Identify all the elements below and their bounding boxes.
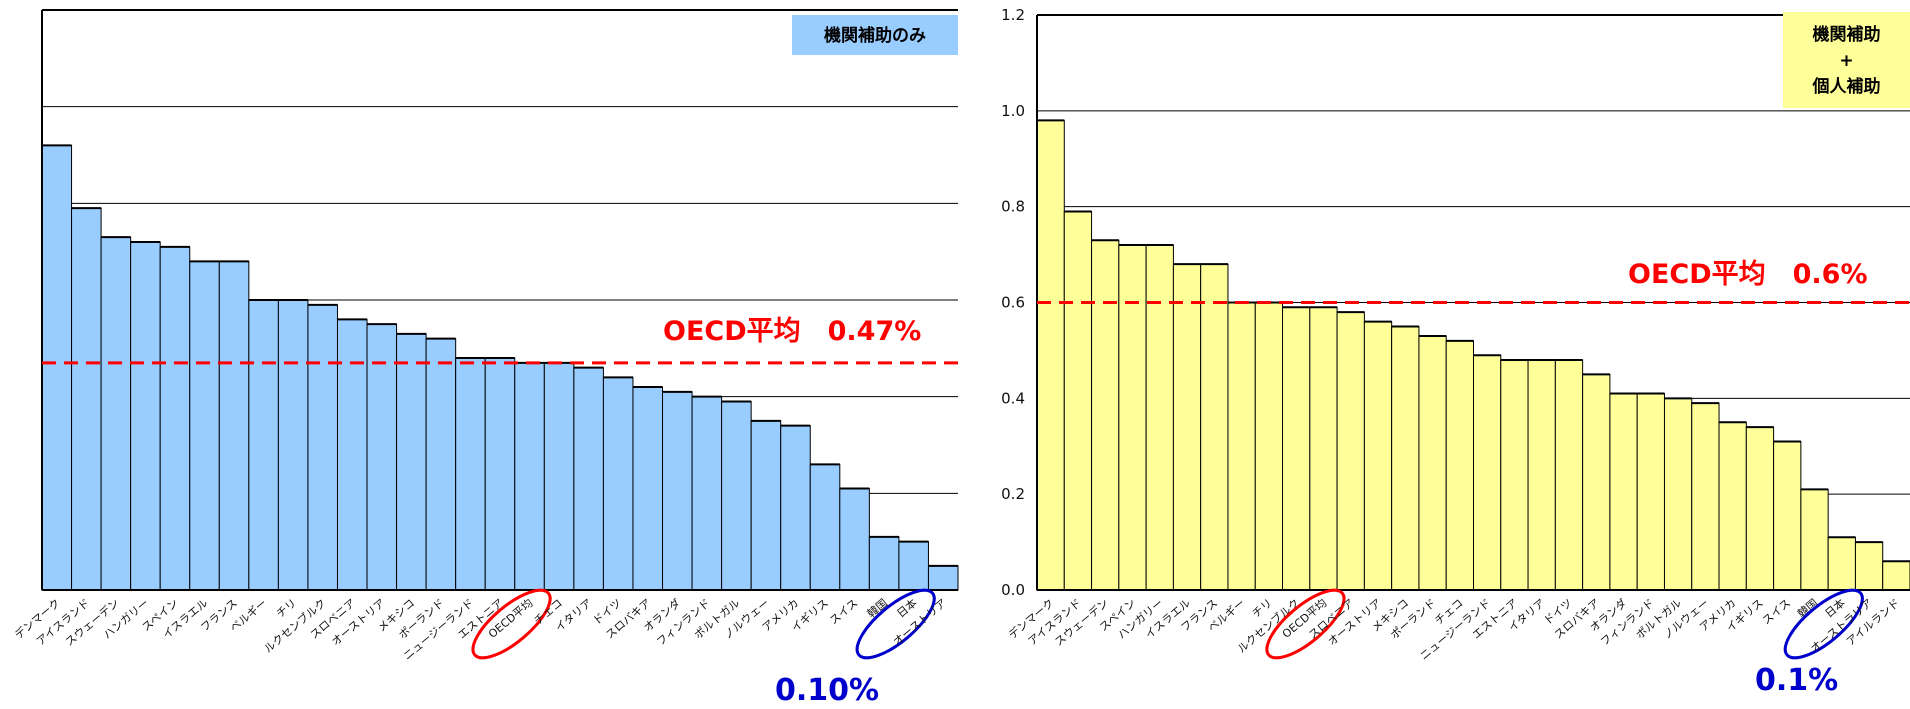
japan-value-note: 0.10% bbox=[775, 673, 879, 708]
left-chart-panel: OECD平均 0.47%デンマークアイスランドスウェーデンハンガリースペインイス… bbox=[12, 9, 959, 708]
title-box bbox=[1783, 12, 1910, 108]
x-tick-label: スイス bbox=[1760, 596, 1793, 627]
bar bbox=[632, 386, 664, 591]
y-tick-label: 0.2 bbox=[1001, 485, 1025, 503]
bar bbox=[1827, 536, 1856, 591]
bar bbox=[573, 367, 604, 591]
japan-highlight-ellipse bbox=[1783, 588, 1864, 660]
bar bbox=[425, 338, 457, 591]
bar bbox=[1036, 119, 1065, 591]
bar bbox=[780, 425, 811, 591]
bar bbox=[927, 565, 959, 591]
bar bbox=[1200, 263, 1229, 591]
bar bbox=[1091, 239, 1120, 591]
japan-value-note: 0.1% bbox=[1755, 663, 1838, 698]
bar bbox=[1363, 321, 1393, 591]
bar bbox=[1882, 560, 1910, 591]
bar bbox=[1609, 393, 1638, 591]
bar bbox=[71, 207, 102, 591]
bar bbox=[1309, 306, 1338, 591]
title-box-text: 機関補助のみ bbox=[824, 25, 926, 46]
bar bbox=[1500, 359, 1529, 591]
bar bbox=[1336, 311, 1365, 591]
bar bbox=[1473, 354, 1502, 591]
bar bbox=[1391, 325, 1420, 591]
bar bbox=[100, 236, 132, 591]
y-tick-label: 0.0 bbox=[1001, 581, 1025, 599]
bar bbox=[1145, 244, 1174, 591]
bar bbox=[750, 420, 782, 591]
bar bbox=[602, 376, 634, 591]
bar bbox=[1718, 421, 1747, 591]
average-label: OECD平均 0.47% bbox=[663, 316, 921, 347]
bar bbox=[1663, 397, 1693, 591]
bar bbox=[1582, 373, 1611, 591]
bar bbox=[1527, 359, 1556, 591]
bar bbox=[1227, 302, 1256, 591]
x-tick-label: スイス bbox=[827, 596, 860, 627]
bar bbox=[336, 318, 368, 591]
title-box-text: 機関補助 bbox=[1813, 24, 1881, 45]
bar bbox=[396, 333, 427, 591]
bar bbox=[1745, 426, 1775, 591]
bar bbox=[1800, 488, 1829, 591]
oecd-highlight-ellipse bbox=[471, 588, 552, 660]
bar bbox=[809, 463, 841, 591]
title-box bbox=[792, 15, 958, 55]
average-label: OECD平均 0.6% bbox=[1628, 259, 1868, 290]
bar bbox=[277, 299, 309, 591]
bar bbox=[514, 362, 545, 591]
bar bbox=[1118, 244, 1147, 591]
title-box-text: 個人補助 bbox=[1812, 76, 1881, 97]
bar bbox=[455, 357, 486, 591]
bar bbox=[189, 260, 220, 591]
oecd-highlight-ellipse bbox=[1265, 588, 1346, 660]
bar bbox=[691, 396, 723, 591]
bar bbox=[898, 541, 929, 591]
bar bbox=[218, 260, 250, 591]
bar bbox=[1854, 541, 1884, 591]
x-tick-label: オーストリア bbox=[891, 596, 949, 648]
bar bbox=[1445, 340, 1474, 591]
bar bbox=[1254, 302, 1284, 591]
bar bbox=[130, 241, 161, 591]
y-tick-label: 0.8 bbox=[1001, 198, 1025, 216]
title-box-text: + bbox=[1839, 51, 1853, 71]
japan-highlight-ellipse bbox=[855, 588, 936, 660]
bar bbox=[1282, 306, 1311, 591]
y-tick-label: 1.2 bbox=[1001, 6, 1025, 24]
bar bbox=[1063, 210, 1093, 591]
bar bbox=[1773, 440, 1802, 591]
bar bbox=[662, 391, 693, 591]
bar bbox=[1691, 402, 1720, 591]
bar bbox=[868, 536, 900, 591]
bar bbox=[366, 323, 398, 591]
bar bbox=[543, 362, 575, 591]
y-tick-label: 0.6 bbox=[1001, 294, 1025, 312]
bar bbox=[307, 304, 338, 591]
bar bbox=[1418, 335, 1447, 591]
bar bbox=[159, 246, 191, 591]
bar bbox=[839, 488, 870, 591]
bar bbox=[1172, 263, 1202, 591]
y-tick-label: 0.4 bbox=[1001, 389, 1025, 407]
bar bbox=[721, 401, 752, 591]
bar bbox=[1554, 359, 1584, 591]
bar bbox=[41, 144, 73, 591]
bar bbox=[248, 299, 279, 591]
y-tick-label: 1.0 bbox=[1001, 102, 1025, 120]
bar bbox=[484, 357, 516, 591]
bar bbox=[1636, 393, 1665, 591]
